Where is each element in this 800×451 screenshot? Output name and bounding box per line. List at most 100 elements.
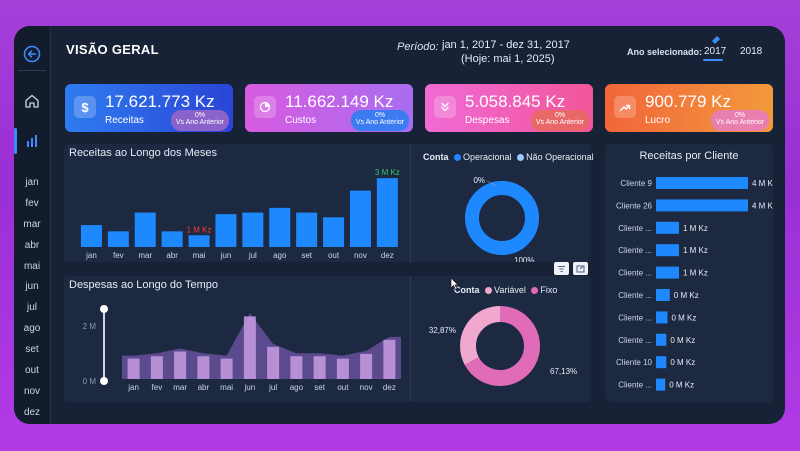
expenses-bar-nov [360, 353, 373, 379]
expenses-x-tick: jul [268, 383, 277, 392]
month-slicer-item[interactable]: jul [26, 302, 37, 314]
kpi-label: Receitas [105, 115, 144, 126]
revenue-x-tick: set [301, 251, 312, 260]
filter-visual-button[interactable] [554, 262, 569, 275]
focus-mode-button[interactable] [573, 262, 588, 275]
home-button[interactable] [22, 91, 42, 111]
month-slicer: jan fev mar abr mai jun jul ago set out nov dez [14, 172, 50, 423]
client-label: Cliente ... [618, 269, 652, 278]
expenses-bar-dez [383, 339, 396, 379]
kpi-value: 5.058.845 Kz [465, 92, 566, 111]
client-label: Cliente ... [618, 291, 652, 300]
legend-item-nao-operacional[interactable]: Não Operacional [526, 152, 594, 162]
revenue-x-tick: jan [85, 251, 97, 260]
month-slicer-item[interactable]: fev [25, 197, 39, 209]
donut-cost-chart: 32,87% 67,13% [429, 306, 577, 386]
back-button[interactable] [22, 44, 42, 64]
kpi-compare-label: Vs Ano Anterior [175, 119, 225, 126]
kpi-card-receitas[interactable]: $ 17.621.773 Kz Receitas 0% Vs Ano Anter… [65, 84, 233, 132]
client-label: Cliente ... [618, 246, 652, 255]
client-bar [656, 244, 679, 257]
expenses-area [122, 313, 401, 379]
active-indicator [14, 128, 17, 154]
kpi-compare-label: Vs Ano Anterior [355, 119, 405, 126]
revenue-bar-fev [107, 231, 129, 247]
kpi-pct: 0% [194, 112, 206, 119]
expenses-x-tick: jan [127, 383, 139, 392]
kpi-card-custos[interactable]: 11.662.149 Kz Custos 0% Vs Ano Anterior [245, 84, 413, 132]
revenue-x-tick: out [328, 251, 340, 260]
month-slicer-item[interactable]: jan [25, 177, 39, 188]
kpi-compare-badge: 0% Vs Ano Anterior [711, 110, 769, 131]
donut-slice-variavel [460, 306, 540, 386]
client-value-label: 0 M Kz [669, 381, 694, 390]
revenue-chart-title: Receitas ao Longo dos Meses [69, 147, 217, 159]
expenses-x-tick: out [337, 383, 349, 392]
client-bar [656, 289, 670, 301]
month-slicer-item[interactable]: abr [24, 239, 40, 251]
year-option-2018[interactable]: 2018 [740, 46, 763, 57]
expenses-x-tick: mai [220, 383, 233, 392]
expenses-bar-out [336, 358, 349, 379]
month-slicer-item[interactable]: out [25, 365, 39, 377]
expenses-chart-title: Despesas ao Longo do Tempo [69, 279, 219, 291]
client-bar [656, 378, 666, 391]
month-slicer-item[interactable]: mar [23, 218, 41, 230]
revenue-x-tick: jul [248, 251, 257, 260]
donut-label-top: 0% [473, 176, 485, 185]
eraser-icon[interactable] [710, 35, 722, 45]
month-slicer-item[interactable]: jun [25, 281, 39, 293]
kpi-card-lucro[interactable]: 900.779 Kz Lucro 0% Vs Ano Anterior [605, 84, 773, 132]
legend-title: Conta [423, 152, 449, 162]
revenue-bar-jun [215, 214, 237, 247]
expenses-area-chart: 2 M 0 M jan fev mar abr mai jun jul ago set out nov d… [83, 305, 401, 392]
kpi-compare-badge: 0% Vs Ano Anterior [531, 110, 589, 131]
donut-label-left: 32,87% [429, 326, 456, 335]
period-label: Período: [397, 41, 439, 53]
expenses-bar-fev [150, 356, 163, 379]
period-value: jan 1, 2017 - dez 31, 2017 (Hoje: mai 1,… [442, 38, 570, 66]
revenue-x-tick: dez [381, 251, 394, 260]
analytics-button[interactable] [22, 131, 42, 151]
expenses-bar-ago [290, 356, 303, 379]
year-option-2017[interactable]: 2017 [704, 46, 727, 57]
expenses-bar-jan [127, 358, 140, 379]
clients-chart-title: Receitas por Cliente [639, 150, 739, 162]
client-label: Cliente ... [618, 336, 652, 345]
period-range: jan 1, 2017 - dez 31, 2017 [442, 39, 570, 51]
sidebar: jan fev mar abr mai jun jul ago set out nov dez [14, 26, 51, 424]
month-slicer-item[interactable]: dez [23, 406, 41, 418]
legend-dot-operacional [454, 153, 462, 161]
legend-item-operacional[interactable]: Operacional [463, 152, 512, 162]
legend-item-variavel[interactable]: Variável [494, 285, 526, 295]
kpi-card-despesas[interactable]: 5.058.845 Kz Despesas 0% Vs Ano Anterior [425, 84, 593, 132]
month-slicer-item[interactable]: ago [23, 323, 41, 335]
period-today: (Hoje: mai 1, 2025) [461, 53, 555, 65]
revenue-bar-jan [80, 225, 102, 247]
revenue-bar-mar [134, 212, 156, 247]
expenses-x-tick: dez [383, 383, 396, 392]
month-slicer-item[interactable]: nov [23, 385, 41, 397]
donut-leader-line [486, 180, 498, 187]
kpi-value: 900.779 Kz [645, 92, 732, 111]
revenue-x-tick: mar [138, 251, 152, 260]
revenue-x-tick: jun [220, 251, 232, 260]
client-bar [656, 333, 667, 346]
client-label: Cliente ... [618, 224, 652, 233]
client-value-label: 4 M Kz [752, 179, 773, 188]
month-slicer-item[interactable]: mai [23, 260, 41, 272]
expenses-bar-jul [267, 346, 280, 379]
revenue-min-label: 1 M Kz [187, 225, 212, 234]
client-bar [656, 266, 679, 279]
expenses-panel: Despesas ao Longo do Tempo 2 M 0 M jan fev m… [64, 276, 591, 402]
month-slicer-item[interactable]: set [25, 344, 39, 356]
expand-icon [576, 265, 585, 272]
expenses-bar-mai [220, 358, 233, 379]
revenue-panel: Receitas ao Longo dos Meses jan fev mar abr… [64, 144, 594, 262]
expenses-x-tick: abr [198, 383, 210, 392]
bar-chart-icon [27, 135, 37, 147]
expenses-bar-abr [197, 356, 210, 379]
dashboard-frame: jan fev mar abr mai jun jul ago set out nov dez VIS… [14, 26, 785, 424]
client-bar [656, 199, 748, 212]
legend-item-fixo[interactable]: Fixo [540, 285, 558, 295]
